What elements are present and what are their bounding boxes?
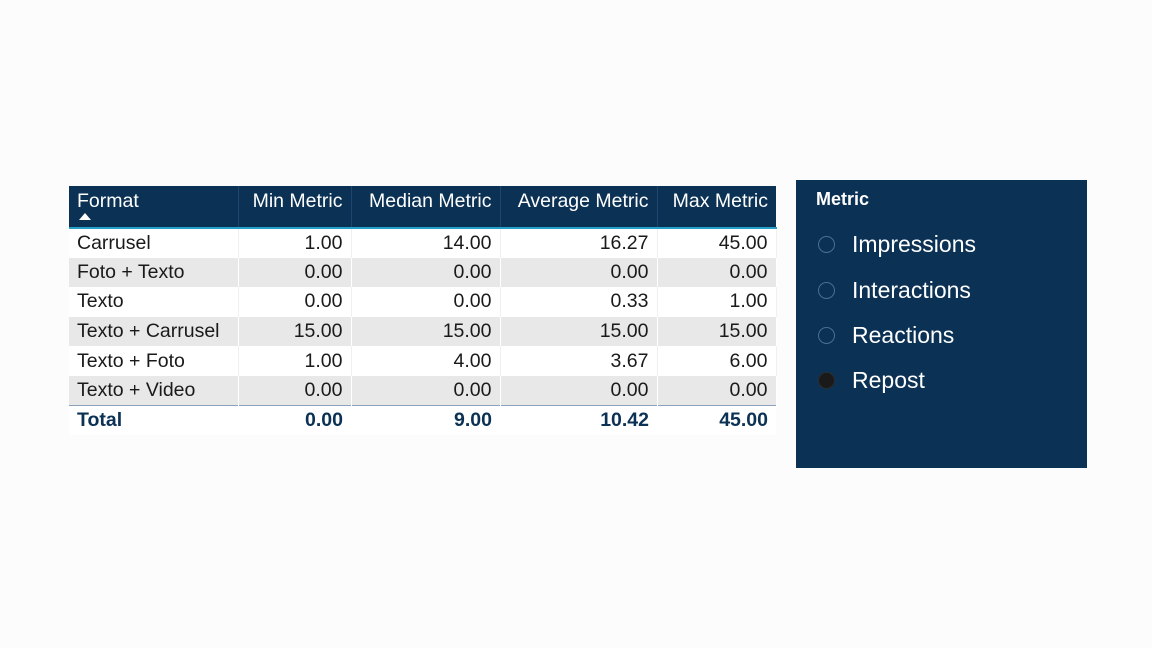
- average-cell: 0.00: [500, 257, 658, 288]
- slicer-options-list: Impressions Interactions Reactions Repos…: [818, 222, 976, 404]
- radio-button-selected-icon[interactable]: [818, 372, 835, 390]
- slicer-option-reactions[interactable]: Reactions: [818, 313, 976, 358]
- column-header-format[interactable]: Format: [69, 186, 239, 229]
- format-cell: Carrusel: [69, 228, 239, 258]
- average-cell: 15.00: [500, 316, 658, 347]
- column-header-min-metric[interactable]: Min Metric: [238, 186, 352, 229]
- radio-button-icon[interactable]: [818, 326, 835, 344]
- format-cell: Texto + Foto: [69, 346, 239, 376]
- option-label: Reactions: [852, 321, 955, 348]
- total-median: 9.00: [351, 405, 500, 435]
- min-cell: 0.00: [238, 257, 352, 288]
- average-cell: 3.67: [500, 346, 658, 376]
- max-cell: 0.00: [657, 257, 777, 288]
- slicer-option-interactions[interactable]: Interactions: [818, 267, 976, 312]
- column-header-max-metric[interactable]: Max Metric: [657, 186, 776, 229]
- median-cell: 4.00: [351, 346, 501, 376]
- min-cell: 1.00: [238, 346, 352, 376]
- max-cell: 1.00: [657, 287, 777, 317]
- max-cell: 6.00: [657, 346, 777, 376]
- table-row: Texto 0.00 0.00 0.33 1.00: [69, 287, 777, 317]
- table-row: Texto + Video 0.00 0.00 0.00 0.00: [69, 375, 777, 406]
- total-average: 10.42: [500, 405, 657, 435]
- format-cell: Texto + Video: [69, 375, 239, 406]
- column-header-average-metric[interactable]: Average Metric: [500, 186, 658, 229]
- max-cell: 15.00: [657, 316, 777, 347]
- max-cell: 0.00: [657, 375, 777, 406]
- slicer-option-repost[interactable]: Repost: [818, 358, 976, 403]
- metric-slicer: Metric Impressions Interactions Reaction…: [796, 180, 1087, 468]
- median-cell: 14.00: [351, 228, 501, 258]
- min-cell: 15.00: [238, 316, 352, 347]
- average-cell: 16.27: [500, 228, 658, 258]
- table-row: Foto + Texto 0.00 0.00 0.00 0.00: [69, 257, 777, 288]
- option-label: Impressions: [852, 231, 976, 258]
- table-header-row: Format Min Metric Median Metric Average …: [69, 186, 776, 229]
- column-header-label: Format: [77, 190, 139, 212]
- min-cell: 0.00: [238, 375, 352, 406]
- slicer-option-impressions[interactable]: Impressions: [818, 222, 976, 267]
- max-cell: 45.00: [657, 228, 777, 258]
- total-max: 45.00: [657, 405, 776, 435]
- option-label: Repost: [852, 367, 925, 394]
- min-cell: 1.00: [238, 228, 352, 258]
- table-row: Carrusel 1.00 14.00 16.27 45.00: [69, 228, 777, 258]
- sort-ascending-icon: [79, 213, 91, 220]
- total-min: 0.00: [238, 405, 351, 435]
- option-label: Interactions: [852, 276, 971, 303]
- radio-button-icon[interactable]: [818, 281, 835, 299]
- metrics-table: Format Min Metric Median Metric Average …: [69, 186, 777, 435]
- total-row: Total 0.00 9.00 10.42 45.00: [69, 405, 776, 435]
- average-cell: 0.33: [500, 287, 658, 317]
- table-row: Texto + Foto 1.00 4.00 3.67 6.00: [69, 346, 777, 376]
- min-cell: 0.00: [238, 287, 352, 317]
- radio-button-icon[interactable]: [818, 236, 835, 254]
- median-cell: 0.00: [351, 257, 501, 288]
- format-cell: Texto: [69, 287, 239, 317]
- average-cell: 0.00: [500, 375, 658, 406]
- metrics-table-visual: Format Min Metric Median Metric Average …: [69, 186, 777, 435]
- column-header-median-metric[interactable]: Median Metric: [351, 186, 501, 229]
- median-cell: 0.00: [351, 375, 501, 406]
- slicer-title: Metric: [816, 189, 870, 209]
- median-cell: 15.00: [351, 316, 501, 347]
- format-cell: Texto + Carrusel: [69, 316, 239, 347]
- format-cell: Foto + Texto: [69, 257, 239, 288]
- table-row: Texto + Carrusel 15.00 15.00 15.00 15.00: [69, 316, 777, 347]
- total-label: Total: [69, 405, 238, 435]
- median-cell: 0.00: [351, 287, 501, 317]
